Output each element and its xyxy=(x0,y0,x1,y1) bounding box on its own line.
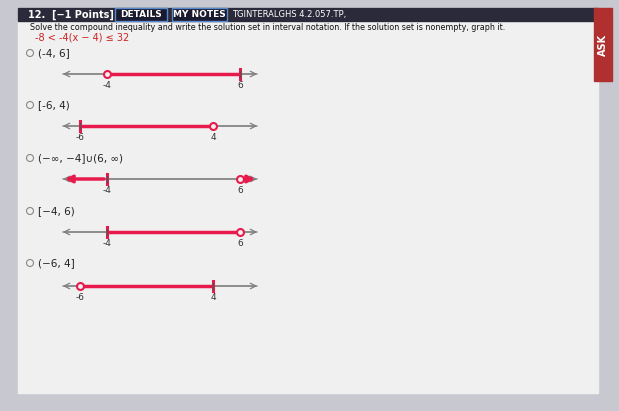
Text: ASK: ASK xyxy=(598,34,608,56)
Text: -6: -6 xyxy=(76,293,85,302)
Text: Solve the compound inequality and write the solution set in interval notation. I: Solve the compound inequality and write … xyxy=(30,23,505,32)
Text: TGINTERALGHS 4.2.057.TP,: TGINTERALGHS 4.2.057.TP, xyxy=(232,11,346,19)
Text: [−4, 6): [−4, 6) xyxy=(38,206,75,216)
Circle shape xyxy=(27,259,33,266)
Text: DETAILS: DETAILS xyxy=(120,11,162,19)
Circle shape xyxy=(27,49,33,56)
Text: 4: 4 xyxy=(210,293,216,302)
Bar xyxy=(172,8,227,21)
Text: 6: 6 xyxy=(237,81,243,90)
Text: -4: -4 xyxy=(102,239,111,248)
Circle shape xyxy=(27,155,33,162)
Text: -4: -4 xyxy=(102,186,111,195)
Text: -6: -6 xyxy=(76,133,85,142)
Bar xyxy=(18,8,598,21)
Bar xyxy=(594,8,612,81)
Circle shape xyxy=(27,102,33,109)
Text: (−6, 4]: (−6, 4] xyxy=(38,258,75,268)
Text: (-4, 6]: (-4, 6] xyxy=(38,48,70,58)
Text: 12.  [−1 Points]: 12. [−1 Points] xyxy=(28,10,114,20)
Circle shape xyxy=(27,208,33,215)
Text: 6: 6 xyxy=(237,239,243,248)
Text: -4: -4 xyxy=(102,81,111,90)
Text: MY NOTES: MY NOTES xyxy=(173,11,225,19)
Text: 6: 6 xyxy=(237,186,243,195)
Text: [-6, 4): [-6, 4) xyxy=(38,100,70,110)
Bar xyxy=(115,8,167,21)
Text: -8 < -4(x − 4) ≤ 32: -8 < -4(x − 4) ≤ 32 xyxy=(35,33,129,43)
Text: (−∞, −4]∪(6, ∞): (−∞, −4]∪(6, ∞) xyxy=(38,153,123,163)
Text: 4: 4 xyxy=(210,133,216,142)
